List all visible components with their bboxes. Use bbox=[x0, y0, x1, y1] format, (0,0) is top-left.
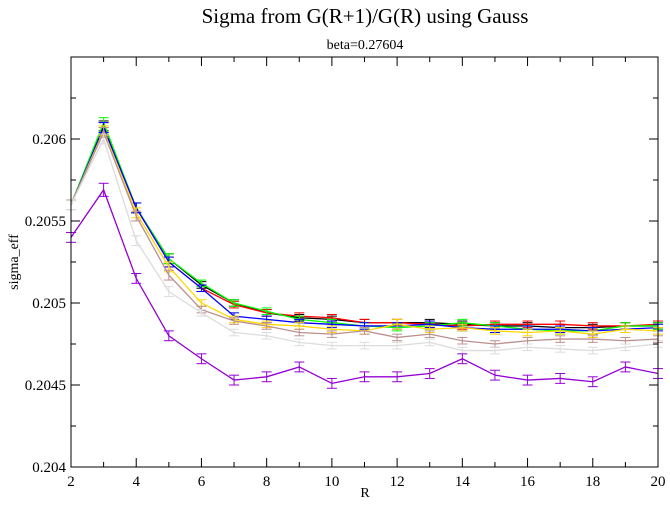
data-point bbox=[131, 235, 142, 247]
data-point bbox=[359, 371, 370, 383]
data-point bbox=[163, 269, 174, 281]
data-point bbox=[392, 371, 403, 383]
x-tick-label: 10 bbox=[324, 474, 339, 490]
x-tick-label: 8 bbox=[263, 474, 271, 490]
plot-frame bbox=[70, 56, 659, 468]
data-point bbox=[587, 346, 598, 355]
data-point bbox=[392, 333, 403, 342]
data-point bbox=[424, 368, 435, 379]
axes: 2 4 6 8 10 12 14 16 18 20 0.204 0.2045 0.205 0.2055 0.… bbox=[25, 57, 666, 490]
series-yellow bbox=[66, 125, 663, 338]
data-point bbox=[457, 353, 468, 365]
data-point bbox=[392, 341, 403, 350]
data-point bbox=[229, 299, 240, 307]
data-point bbox=[620, 325, 631, 334]
data-point bbox=[620, 343, 631, 352]
data-point bbox=[98, 133, 109, 145]
data-point bbox=[294, 338, 305, 347]
data-point bbox=[261, 322, 272, 330]
series-line bbox=[70, 188, 659, 385]
x-tick-label: 20 bbox=[651, 474, 666, 490]
data-point bbox=[424, 338, 435, 347]
data-point bbox=[620, 361, 631, 373]
series-line bbox=[70, 120, 658, 332]
data-point bbox=[359, 341, 370, 350]
data-point bbox=[196, 309, 207, 317]
data-point bbox=[555, 345, 566, 353]
data-point bbox=[587, 335, 598, 343]
data-point bbox=[326, 330, 337, 338]
series-line bbox=[70, 124, 658, 329]
series-green bbox=[66, 117, 663, 335]
plot-area bbox=[66, 117, 663, 389]
y-tick-label: 0.2045 bbox=[25, 378, 66, 394]
series-line bbox=[70, 125, 659, 327]
series-line bbox=[70, 129, 659, 335]
data-point bbox=[98, 182, 109, 197]
data-point bbox=[261, 307, 272, 315]
data-point bbox=[326, 377, 337, 389]
x-axis-label: R bbox=[360, 486, 370, 501]
chart-subtitle: beta=0.27604 bbox=[327, 38, 404, 53]
data-point bbox=[457, 336, 468, 345]
data-point bbox=[196, 353, 207, 365]
x-tick-label: 2 bbox=[67, 474, 75, 490]
x-tick-label: 12 bbox=[390, 474, 405, 490]
data-point bbox=[163, 286, 174, 297]
data-point bbox=[261, 332, 272, 340]
data-point bbox=[489, 327, 500, 335]
series-line bbox=[70, 125, 659, 332]
series-red bbox=[66, 122, 663, 330]
x-tick-label: 18 bbox=[585, 474, 600, 490]
series-line bbox=[70, 130, 659, 345]
data-point bbox=[359, 327, 370, 335]
y-tick-label: 0.204 bbox=[32, 460, 66, 476]
series-black bbox=[66, 120, 663, 332]
y-tick-label: 0.2055 bbox=[25, 214, 66, 230]
data-point bbox=[131, 272, 142, 284]
data-point bbox=[555, 335, 566, 343]
data-point bbox=[229, 317, 240, 325]
chart-title: Sigma from G(R+1)/G(R) using Gauss bbox=[202, 4, 529, 28]
data-point bbox=[555, 373, 566, 384]
data-point bbox=[522, 343, 533, 352]
x-tick-label: 14 bbox=[455, 474, 471, 490]
data-point bbox=[131, 210, 142, 222]
data-point bbox=[457, 323, 468, 332]
data-point bbox=[294, 328, 305, 337]
data-point bbox=[489, 369, 500, 381]
data-point bbox=[555, 327, 566, 335]
data-point bbox=[229, 374, 240, 386]
y-tick-label: 0.205 bbox=[32, 296, 66, 312]
data-point bbox=[196, 284, 207, 293]
series-blue bbox=[66, 122, 663, 335]
x-tick-label: 16 bbox=[520, 474, 536, 490]
data-point bbox=[392, 318, 403, 330]
y-tick-label: 0.206 bbox=[32, 132, 66, 148]
data-point bbox=[294, 361, 305, 373]
data-point bbox=[163, 330, 174, 342]
y-axis-label: sigma_eff bbox=[7, 234, 22, 290]
data-point bbox=[522, 374, 533, 386]
data-point bbox=[229, 328, 240, 337]
series-violet bbox=[66, 182, 663, 389]
data-point bbox=[587, 376, 598, 388]
x-tick-label: 4 bbox=[132, 474, 140, 490]
data-point bbox=[522, 328, 533, 337]
x-tick-label: 6 bbox=[198, 474, 206, 490]
data-point bbox=[489, 346, 500, 355]
series-light-grey bbox=[66, 133, 663, 355]
data-point bbox=[326, 341, 337, 350]
data-point bbox=[424, 330, 435, 338]
data-point bbox=[261, 371, 272, 383]
